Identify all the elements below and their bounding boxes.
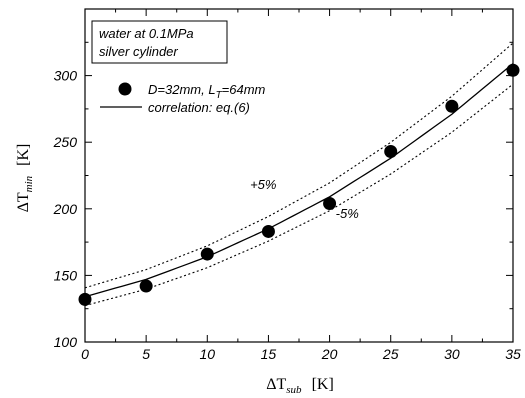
data-point bbox=[78, 292, 92, 306]
y-tick-label: 250 bbox=[53, 134, 78, 150]
correlation-curve bbox=[84, 63, 514, 298]
data-point bbox=[200, 247, 214, 261]
correlation-line-group bbox=[84, 63, 514, 298]
data-point bbox=[506, 63, 520, 77]
y-tick-label: 100 bbox=[54, 334, 78, 350]
x-tick-label: 0 bbox=[81, 346, 89, 362]
axis-ticks: 0 5 10 15 20 25 30 35 100 150 200 250 300 bbox=[53, 9, 521, 362]
condition-line-1: water at 0.1MPa bbox=[99, 26, 194, 41]
data-point bbox=[139, 279, 153, 293]
data-point bbox=[384, 145, 398, 159]
legend-label-correlation: correlation: eq.(6) bbox=[148, 100, 250, 115]
condition-box bbox=[91, 20, 228, 64]
y-tick-label: 200 bbox=[53, 201, 78, 217]
legend-marker-data bbox=[118, 82, 132, 96]
band-line-0 bbox=[84, 42, 514, 289]
legend-label-data: D=32mm, LT=64mm bbox=[148, 82, 266, 101]
y-axis-label: ΔTmin[K] bbox=[15, 144, 35, 213]
condition-line-2: silver cylinder bbox=[99, 44, 178, 59]
x-tick-label: 30 bbox=[444, 346, 460, 362]
x-tick-label: 35 bbox=[505, 346, 521, 362]
x-tick-label: 5 bbox=[142, 346, 150, 362]
x-tick-label: 10 bbox=[199, 346, 215, 362]
data-points bbox=[78, 63, 520, 306]
data-point bbox=[445, 99, 459, 113]
y-tick-label: 150 bbox=[54, 267, 78, 283]
y-tick-label: 300 bbox=[54, 68, 78, 84]
band-annotations: +5% -5% bbox=[250, 177, 359, 221]
x-tick-label: 25 bbox=[382, 346, 399, 362]
tolerance-band-lines bbox=[84, 42, 514, 307]
x-tick-label: 20 bbox=[321, 346, 338, 362]
data-point bbox=[261, 224, 275, 238]
x-axis-label: ΔTsub [K] bbox=[266, 376, 334, 396]
band-label-1: -5% bbox=[336, 206, 359, 221]
band-label-0: +5% bbox=[250, 177, 276, 192]
band-line-1 bbox=[84, 83, 514, 307]
data-point bbox=[323, 196, 337, 210]
x-tick-label: 15 bbox=[261, 346, 277, 362]
